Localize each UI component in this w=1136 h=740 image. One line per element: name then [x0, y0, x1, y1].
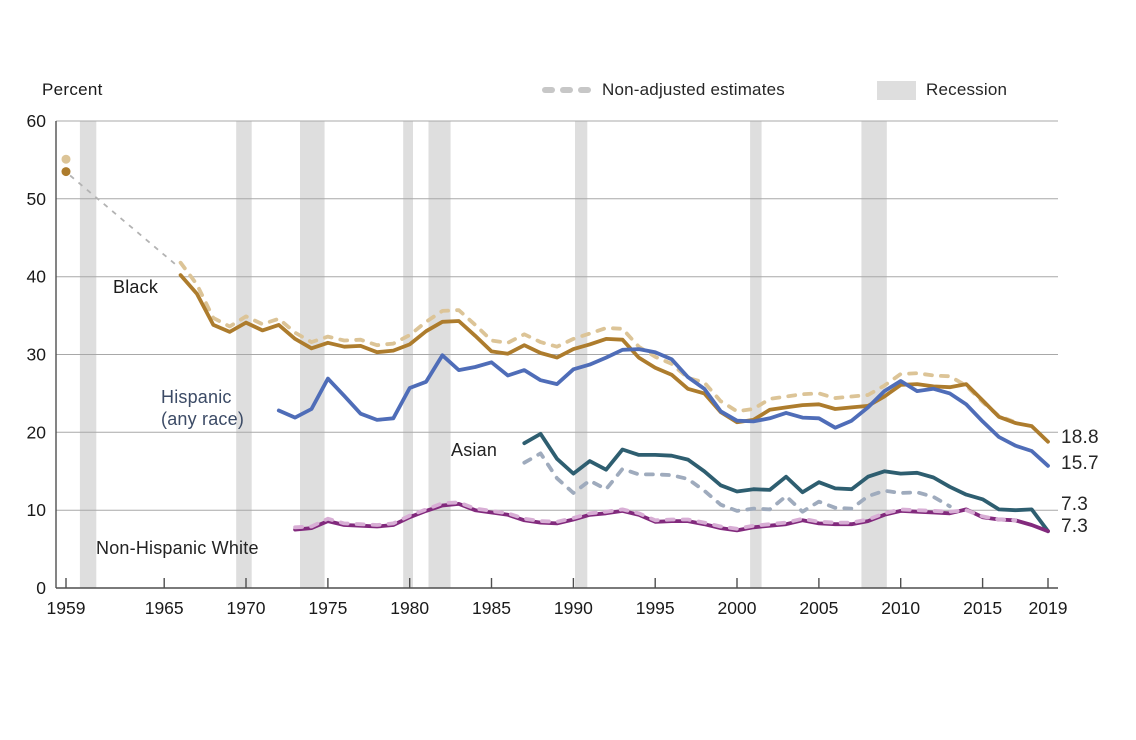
series-line-hispanic	[276, 347, 1050, 468]
legend-item-recession: Recession	[877, 80, 1007, 100]
x-axis-tick-label: 2005	[799, 598, 838, 618]
connector-dashed-line	[69, 174, 179, 268]
series-line-black_nonadjusted	[178, 260, 1018, 425]
series-line-white_nonadjusted	[293, 500, 1018, 531]
x-axis-tick-label: 2000	[718, 598, 757, 618]
series-label-black: Black	[113, 277, 159, 297]
x-axis-tick-label: 2019	[1029, 598, 1068, 618]
legend-recession-label: Recession	[926, 80, 1008, 99]
series-line-asian_nonadjusted	[522, 451, 952, 514]
legend-nonadjusted-label: Non-adjusted estimates	[602, 80, 785, 99]
x-axis-tick-label: 1970	[227, 598, 266, 618]
data-point-1959-black_adjusted	[61, 167, 71, 177]
series-line-asian_adjusted	[522, 431, 1050, 534]
end-value-hispanic: 15.7	[1061, 453, 1099, 474]
data-point-1959-black_nonadjusted	[61, 154, 71, 164]
end-value-black: 18.8	[1061, 427, 1099, 448]
recession-swatch-icon	[877, 80, 916, 100]
series-label-hispanic: Hispanic (any race)	[161, 387, 245, 429]
x-axis-tick-label: 1995	[636, 598, 675, 618]
x-axis-tick-label: 1975	[308, 598, 347, 618]
x-axis-tick-label: 2015	[963, 598, 1002, 618]
end-value-asian: 7.3	[1061, 494, 1089, 515]
x-axis-tick-label: 1990	[554, 598, 593, 618]
series-label-asian: Asian	[451, 440, 498, 460]
x-axis-tick-label: 1980	[390, 598, 429, 618]
y-axis-tick-label: 50	[27, 189, 47, 209]
y-axis-tick-label: 20	[27, 422, 47, 442]
x-axis-tick-label: 2010	[881, 598, 920, 618]
y-axis-tick-label: 10	[27, 500, 47, 520]
x-axis-tick-label: 1965	[145, 598, 184, 618]
y-axis-tick-label: 60	[27, 111, 47, 131]
y-axis-tick-label: 0	[36, 578, 46, 598]
legend-item-nonadjusted: Non-adjusted estimates	[542, 80, 785, 100]
series-label-non-hispanic-white: Non-Hispanic White	[96, 538, 259, 558]
x-axis-tick-label: 1985	[472, 598, 511, 618]
x-axis-tick-label: 1959	[47, 598, 86, 618]
y-axis-tick-label: 30	[27, 345, 47, 365]
y-axis-tick-label: 40	[27, 267, 47, 287]
end-value-white: 7.3	[1061, 516, 1089, 537]
y-axis-title: Percent	[42, 80, 103, 99]
dashed-line-swatch-icon	[542, 87, 591, 93]
